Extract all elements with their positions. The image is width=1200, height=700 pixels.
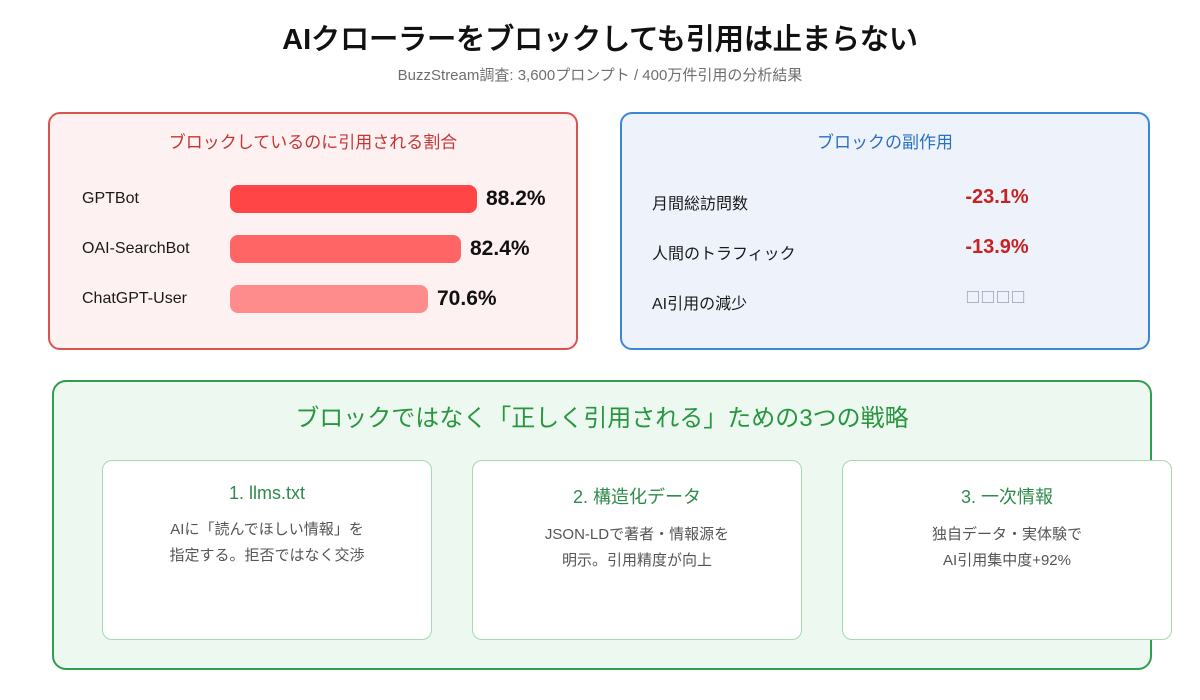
strategies-panel: ブロックではなく「正しく引用される」ための3つの戦略 1. llms.txt A…: [52, 380, 1172, 670]
strategy-card-body-line2: 指定する。拒否ではなく交渉: [169, 547, 365, 564]
strategy-card-body-line1: JSON-LDで著者・情報源を: [544, 526, 730, 543]
side-effect-value: -23.1%: [965, 186, 1029, 208]
side-effects-panel-title: ブロックの副作用: [817, 133, 953, 152]
block-rates-panel-title: ブロックしているのに引用される割合: [168, 133, 458, 152]
strategy-card-body: JSON-LDで著者・情報源を 明示。引用精度が向上: [473, 522, 801, 574]
strategy-card-body-line1: AIに「読んでほしい情報」を: [170, 521, 364, 538]
strategy-card-primary-sources: 3. 一次情報 独自データ・実体験で AI引用集中度+92%: [842, 460, 1172, 640]
bar-row-gptbot: GPTBot 88.2%: [50, 183, 546, 215]
bar-label-chatgpt-user: ChatGPT-User: [82, 290, 187, 307]
bar-value-gptbot: 88.2%: [486, 187, 546, 210]
strategy-card-body: AIに「読んでほしい情報」を 指定する。拒否ではなく交渉: [103, 517, 431, 569]
strategy-card-body: 独自データ・実体験で AI引用集中度+92%: [843, 522, 1171, 574]
page-subtitle: BuzzStream調査: 3,600プロンプト / 400万件引用の分析結果: [397, 67, 803, 84]
bar-label-gptbot: GPTBot: [82, 190, 139, 207]
bar-oai-searchbot: [230, 235, 461, 263]
bar-label-oai-searchbot: OAI-SearchBot: [82, 240, 190, 257]
bar-value-oai-searchbot: 82.4%: [470, 237, 530, 260]
side-effect-label: 月間総訪問数: [652, 196, 749, 213]
strategy-card-body-line2: 明示。引用精度が向上: [561, 552, 712, 569]
side-effect-row-ai-citation-decline: AI引用の減少 □□□□: [622, 282, 1148, 318]
bar-value-chatgpt-user: 70.6%: [437, 287, 497, 310]
bar-gptbot: [230, 185, 477, 213]
strategy-card-structured-data: 2. 構造化データ JSON-LDで著者・情報源を 明示。引用精度が向上: [472, 460, 802, 640]
side-effect-label: 人間のトラフィック: [652, 246, 796, 263]
side-effects-panel: ブロックの副作用 月間総訪問数 -23.1% 人間のトラフィック -13.9% …: [620, 112, 1150, 350]
side-effect-row-monthly-visits: 月間総訪問数 -23.1%: [622, 182, 1148, 218]
side-effect-value-tofu-glyphs: □□□□: [966, 286, 1028, 308]
strategies-panel-title: ブロックではなく「正しく引用される」ための3つの戦略: [295, 405, 909, 432]
strategy-card-title: 2. 構造化データ: [572, 487, 701, 507]
block-rates-panel: ブロックしているのに引用される割合 GPTBot 88.2% OAI-Searc…: [48, 112, 578, 350]
strategy-card-body-line1: 独自データ・実体験で: [931, 526, 1082, 543]
side-effect-row-human-traffic: 人間のトラフィック -13.9%: [622, 232, 1148, 268]
bar-row-chatgpt-user: ChatGPT-User 70.6%: [50, 283, 497, 315]
strategy-card-llms-txt: 1. llms.txt AIに「読んでほしい情報」を 指定する。拒否ではなく交渉: [102, 460, 432, 640]
bar-row-oai-searchbot: OAI-SearchBot 82.4%: [50, 233, 530, 265]
side-effect-label: AI引用の減少: [652, 296, 748, 313]
bar-chatgpt-user: [230, 285, 428, 313]
strategy-card-title: 1. llms.txt: [228, 483, 305, 503]
side-effect-value: -13.9%: [965, 236, 1029, 258]
strategy-card-body-line2: AI引用集中度+92%: [943, 552, 1071, 569]
page-title: AIクローラーをブロックしても引用は止まらない: [282, 24, 918, 56]
strategy-card-title: 3. 一次情報: [960, 487, 1053, 507]
